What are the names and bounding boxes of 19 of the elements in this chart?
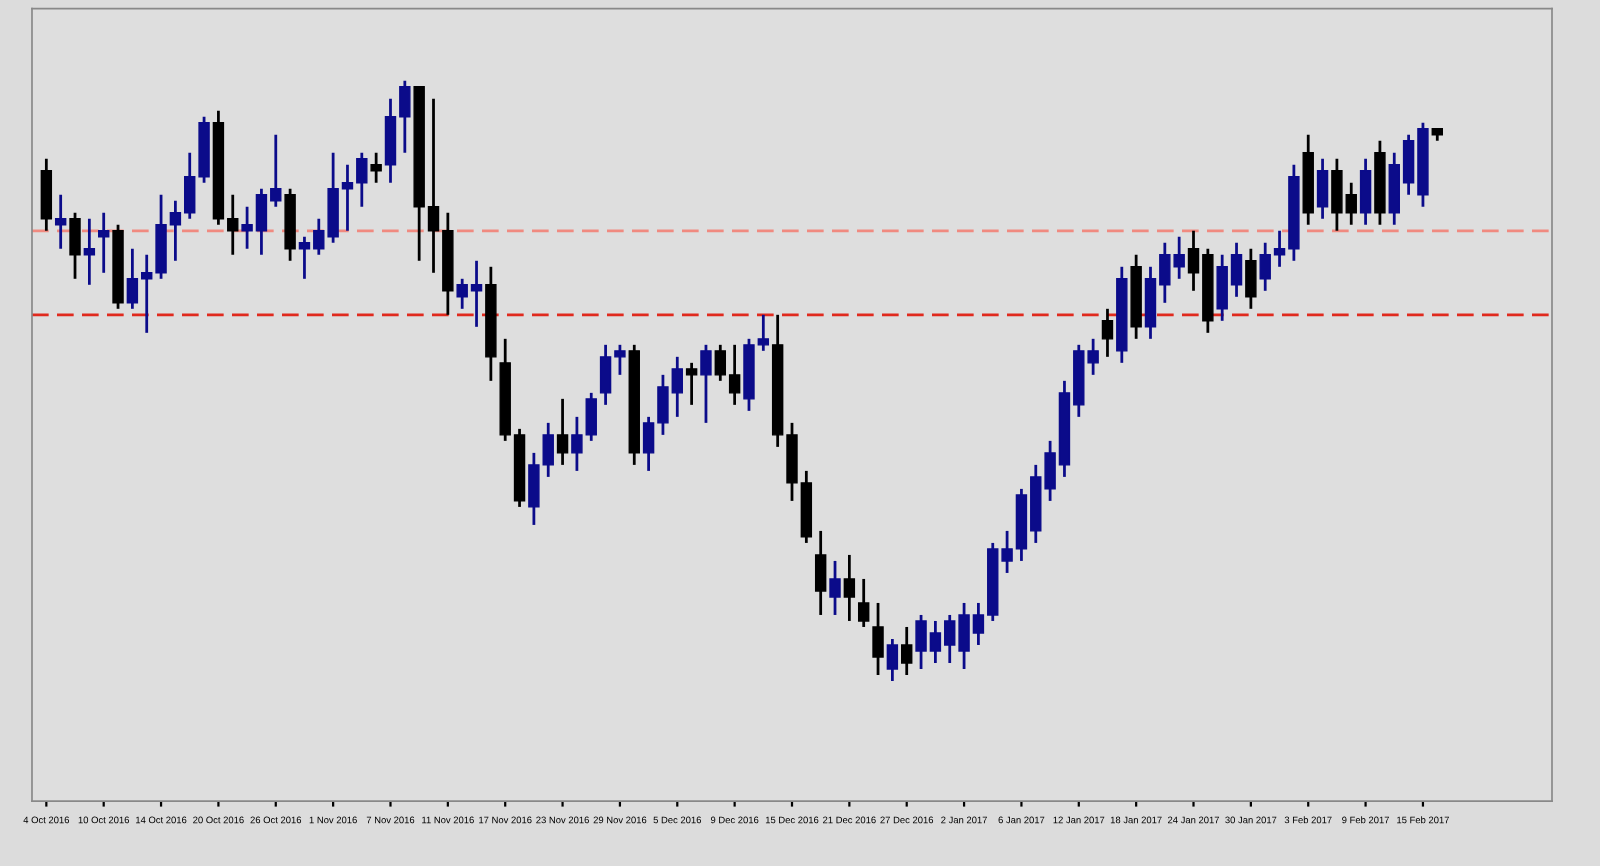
candlestick	[685, 361, 698, 407]
candlestick	[97, 211, 110, 275]
candlestick	[886, 637, 899, 683]
candlestick	[1316, 157, 1329, 221]
candlestick	[556, 397, 569, 467]
candlestick	[700, 343, 712, 425]
candlestick	[370, 151, 382, 185]
candlestick	[1101, 307, 1114, 359]
candlestick	[814, 529, 827, 617]
candlestick	[54, 193, 67, 251]
candlestick	[829, 559, 841, 617]
candlestick	[83, 217, 96, 287]
candlestick	[1245, 247, 1257, 311]
candlestick	[1359, 157, 1372, 227]
candlestick	[843, 553, 856, 623]
candlestick	[872, 601, 884, 677]
candlestick	[857, 577, 870, 629]
candlestick	[69, 211, 81, 281]
candlestick	[901, 625, 913, 677]
